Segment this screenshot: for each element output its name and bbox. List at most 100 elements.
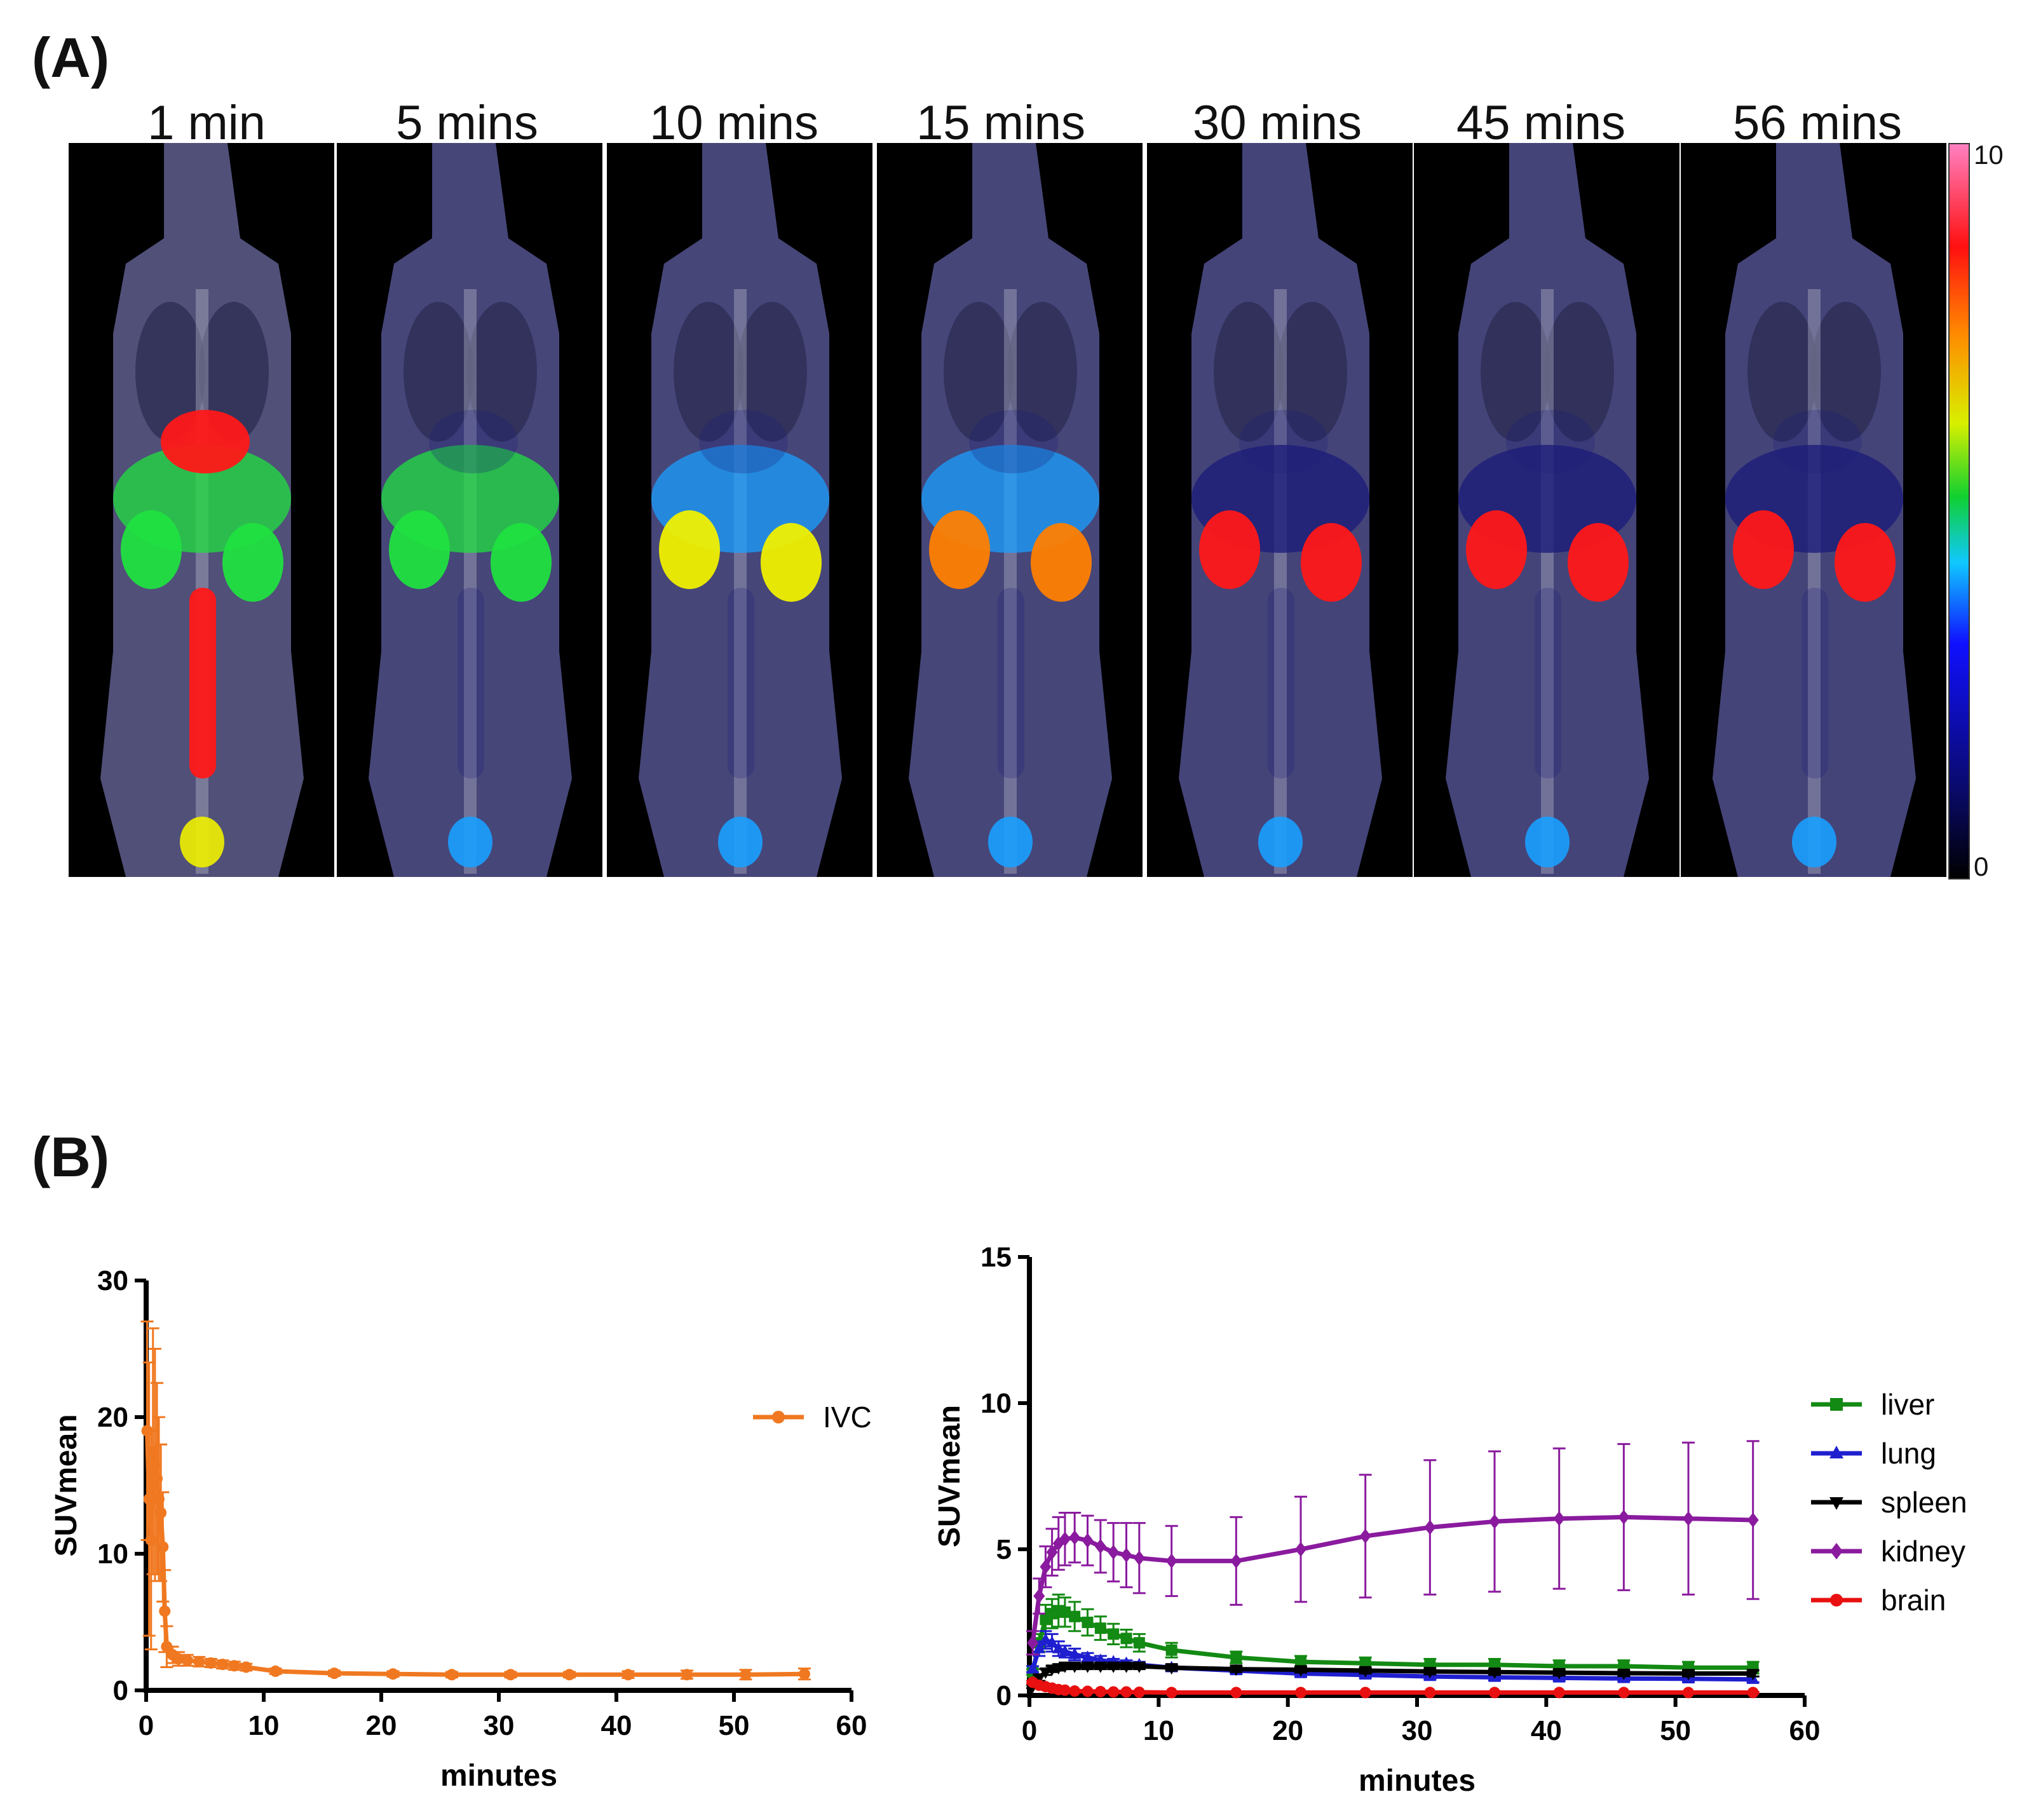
data-point — [1120, 1547, 1132, 1563]
data-point — [172, 1653, 184, 1665]
data-point — [1094, 1661, 1107, 1673]
series-kidney — [1026, 1440, 1760, 1656]
lung-right — [1277, 302, 1347, 442]
legend-marker — [772, 1411, 785, 1423]
data-point — [1033, 1673, 1046, 1685]
data-point — [799, 1668, 810, 1680]
x-tick-label: 60 — [1789, 1715, 1821, 1746]
data-point — [1108, 1686, 1120, 1698]
colorbar — [1948, 143, 1970, 879]
kidney-left — [1733, 510, 1794, 589]
data-point — [159, 1605, 171, 1617]
data-point — [149, 1459, 161, 1471]
kidney-right — [491, 523, 552, 602]
lung-right — [199, 302, 269, 442]
data-point — [1683, 1511, 1694, 1526]
data-point — [1359, 1687, 1371, 1699]
heart-uptake — [1239, 410, 1328, 473]
data-point — [505, 1669, 517, 1681]
data-point — [1552, 1667, 1566, 1680]
data-point — [1026, 1662, 1039, 1674]
data-point — [1082, 1617, 1094, 1628]
data-point — [1082, 1685, 1094, 1697]
lung-right — [1544, 302, 1614, 442]
data-point — [1120, 1633, 1132, 1645]
kidney-right — [1301, 523, 1362, 602]
series-brain — [1026, 1676, 1760, 1699]
kidney-left — [1466, 510, 1527, 589]
lung-left — [1214, 302, 1284, 442]
x-tick-label: 60 — [836, 1710, 867, 1741]
spine — [734, 289, 747, 874]
data-point — [1081, 1650, 1094, 1662]
spine — [196, 289, 208, 874]
bladder-uptake — [1258, 817, 1303, 867]
data-point — [1553, 1687, 1565, 1699]
data-point — [1133, 1637, 1145, 1649]
data-point — [228, 1660, 240, 1672]
timepoint-label: 45 mins — [1456, 96, 1626, 150]
data-point — [1046, 1544, 1058, 1560]
data-point — [1230, 1652, 1242, 1664]
data-point — [1059, 1606, 1071, 1618]
y-tick-label: 10 — [97, 1538, 128, 1570]
data-point — [1294, 1665, 1307, 1677]
y-tick-label: 0 — [113, 1675, 128, 1706]
data-point — [1553, 1511, 1565, 1526]
series-IVC — [140, 1321, 811, 1681]
bladder-uptake — [718, 817, 763, 867]
x-tick-label: 30 — [1402, 1715, 1433, 1746]
bladder-uptake — [1792, 817, 1836, 867]
vessel-uptake — [1268, 588, 1294, 778]
legend-label: brain — [1881, 1584, 1946, 1617]
legend-marker — [1830, 1543, 1843, 1559]
data-point — [1165, 1687, 1177, 1699]
kidney-left — [1199, 510, 1260, 589]
data-point — [1033, 1588, 1045, 1604]
bladder-uptake — [448, 817, 492, 867]
data-point — [240, 1661, 252, 1673]
data-point — [1618, 1509, 1630, 1525]
lung-right — [737, 302, 807, 442]
x-tick-label: 50 — [1660, 1715, 1691, 1746]
scan-image — [877, 143, 1143, 877]
data-point — [1683, 1687, 1694, 1699]
data-point — [1489, 1687, 1500, 1699]
data-point — [1039, 1667, 1052, 1679]
legend-label: spleen — [1881, 1486, 1967, 1519]
data-point — [153, 1493, 165, 1505]
data-point — [1165, 1553, 1177, 1569]
y-axis-label: SUVmean — [50, 1414, 83, 1556]
data-point — [1040, 1559, 1052, 1575]
lung-left — [1481, 302, 1550, 442]
y-tick-label: 0 — [996, 1680, 1012, 1711]
x-tick-label: 20 — [1272, 1715, 1303, 1746]
legend-marker — [1829, 1497, 1843, 1510]
x-tick-label: 0 — [1022, 1715, 1037, 1746]
data-point — [1295, 1687, 1306, 1699]
heart-uptake — [969, 410, 1058, 473]
colorbar-max-label: 10 — [1974, 140, 2004, 170]
timepoint-label: 1 min — [147, 96, 266, 150]
ivc-chart: 0 10 20 30 40 50 60 0 10 20 30 minutes SUVmean IVC — [50, 1265, 872, 1793]
data-point — [181, 1654, 193, 1666]
scan-image — [1681, 143, 1946, 877]
kidney-left — [389, 510, 450, 589]
x-tick-label: 10 — [248, 1710, 280, 1741]
data-point — [157, 1541, 169, 1553]
data-point — [1133, 1686, 1145, 1698]
timepoint-label: 15 mins — [916, 96, 1086, 150]
kidney-right — [222, 523, 283, 602]
vessel-uptake — [189, 588, 216, 778]
heart-uptake — [161, 410, 250, 473]
data-point — [1617, 1668, 1631, 1680]
x-tick-label: 20 — [366, 1710, 397, 1741]
data-point — [1108, 1628, 1120, 1640]
data-point — [1133, 1551, 1145, 1566]
data-point — [1230, 1687, 1242, 1699]
x-tick-label: 0 — [139, 1710, 154, 1741]
lung-right — [1007, 302, 1077, 442]
lung-left — [1747, 302, 1817, 442]
data-point — [1747, 1687, 1759, 1699]
y-tick-label: 5 — [996, 1534, 1012, 1565]
